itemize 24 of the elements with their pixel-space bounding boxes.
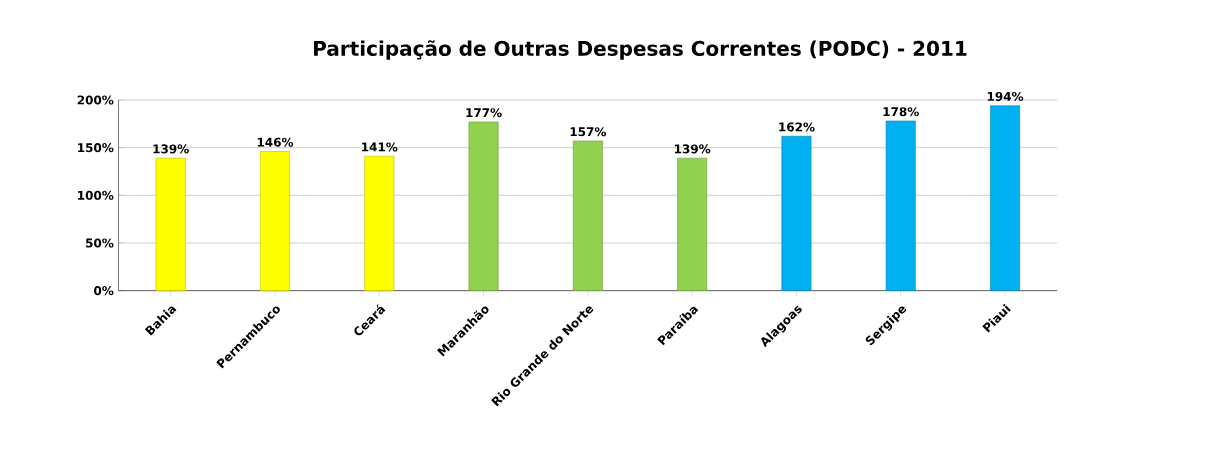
bar — [885, 120, 916, 291]
data-label: 162% — [779, 122, 815, 132]
bar — [572, 140, 603, 291]
data-label: 194% — [987, 91, 1024, 101]
bar — [364, 155, 395, 291]
bar — [260, 151, 290, 291]
y-tick-label: 200% — [77, 95, 114, 105]
data-label: 146% — [257, 137, 294, 147]
y-tick-label: 150% — [78, 143, 114, 153]
bar — [677, 157, 708, 291]
y-tick-label: 100% — [78, 190, 114, 200]
bar — [990, 105, 1020, 291]
data-label: 178% — [883, 107, 919, 117]
bar — [155, 157, 186, 291]
y-tick-label: 50% — [86, 238, 114, 248]
data-label: 157% — [570, 127, 607, 137]
data-label: 177% — [466, 108, 502, 118]
data-label: 139% — [153, 144, 189, 154]
chart-title: Participação de Outras Despesas Correntes (PODC) - 2011 — [314, 40, 967, 60]
y-tick-label: 0% — [94, 286, 114, 296]
bar — [468, 121, 499, 291]
bar — [781, 135, 812, 291]
data-label: 139% — [674, 144, 711, 154]
data-label: 141% — [362, 142, 398, 152]
